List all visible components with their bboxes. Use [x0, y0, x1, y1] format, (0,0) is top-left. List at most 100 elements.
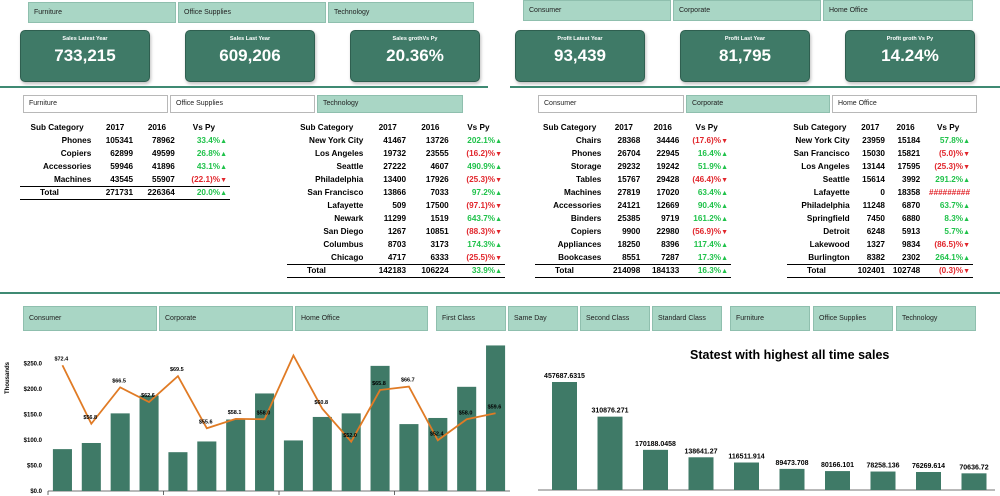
kpi-value: 81,795	[719, 46, 771, 65]
year-value: 78962	[152, 136, 175, 145]
pivot-table-cities-sales: Sub Category 2017 2016 Vs Py New York City 41…	[287, 121, 505, 278]
slicer-segment-home-office[interactable]: Home Office	[295, 306, 428, 331]
table-row: San Francisco 15030 15821 (5.0)%	[787, 147, 973, 160]
table-header-row: Sub Category 2017 2016 Vs Py	[287, 121, 505, 134]
year-value: 0	[880, 188, 885, 197]
vs-py-value: 291.2%	[923, 173, 973, 186]
row-label: Los Angeles	[314, 149, 364, 158]
year-value: 41467	[383, 136, 407, 145]
year-value: 15821	[897, 149, 921, 158]
slicer-ship-second-class[interactable]: Second Class	[580, 306, 650, 331]
vs-py-value: 20.0%	[177, 185, 230, 200]
year-value: 142183	[366, 263, 410, 278]
vs-py-value: 643.7%	[452, 212, 505, 225]
year-value: 43545	[110, 174, 134, 184]
year-value: 271731	[94, 185, 137, 200]
slicer-product-office-supplies[interactable]: Office Supplies	[170, 95, 315, 113]
slicer-product-office-supplies[interactable]: Office Supplies	[813, 306, 893, 331]
year-value: 6333	[430, 252, 449, 262]
slicer-ship-standard-class[interactable]: Standard Class	[652, 306, 722, 331]
row-label: San Diego	[323, 227, 364, 236]
kpi-profit-last-year: Profit Last Year 81,795	[680, 30, 810, 82]
year-value: 15614	[862, 175, 885, 184]
table-total-row: Total 102401 102748 (0.3)%	[787, 263, 973, 278]
vs-py-value: 490.9%	[452, 160, 505, 173]
slicer-segment-corporate[interactable]: Corporate	[673, 0, 821, 21]
row-label: Burlington	[808, 252, 850, 262]
row-label: San Francisco	[793, 149, 850, 158]
bar-value-label: 80166.101	[821, 462, 854, 469]
slicer-product-technology[interactable]: Technology	[328, 2, 474, 23]
slicer-segment-home-office[interactable]: Home Office	[832, 95, 977, 113]
table-header-row: Sub Category 2017 2016 Vs Py	[535, 121, 731, 134]
year-value: 6248	[866, 227, 885, 236]
kpi-label: Profit groth Vs Py	[886, 36, 934, 42]
bar	[486, 345, 506, 491]
line-data-label: $58.1	[228, 410, 242, 416]
slicer-product-furniture[interactable]: Furniture	[28, 2, 176, 23]
column-header: 2017	[378, 123, 397, 132]
table-row: Copiers 62899 49599 26.8%	[20, 147, 230, 160]
bar-value-label: 138641.27	[684, 448, 717, 455]
line-data-label: $65.8	[372, 381, 386, 387]
table-row: Lafayette 509 17500 (97.1)%	[287, 199, 505, 212]
row-label: Total	[287, 263, 367, 278]
bar	[312, 416, 332, 491]
y-tick-label: $200.0	[24, 387, 43, 393]
year-value: 17500	[425, 201, 449, 210]
row-label: Lafayette	[813, 188, 850, 197]
slicer-ship-first-class[interactable]: First Class	[436, 306, 506, 331]
slicer-segment-consumer[interactable]: Consumer	[538, 95, 684, 113]
bar	[597, 416, 623, 490]
bar	[110, 413, 130, 491]
row-label: Accessories	[43, 162, 92, 171]
year-value: 1327	[866, 240, 885, 249]
sales-trend-chart: Thousands $0.0 $50.0 $100.0 $150.0 $200.0 $250…	[5, 345, 510, 495]
slicer-product-technology[interactable]: Technology	[317, 95, 463, 113]
column-header: 2016	[653, 123, 672, 132]
row-label: New York City	[795, 136, 850, 145]
slicer-segment-corporate[interactable]: Corporate	[686, 95, 830, 113]
line-data-label: $66.7	[401, 378, 415, 384]
row-label: Storage	[570, 162, 602, 171]
row-label: Philadelphia	[801, 201, 850, 210]
table-row: Chicago 4717 6333 (25.5)%	[287, 251, 505, 264]
column-header: 2017	[614, 123, 633, 132]
slicer-ship-same-day[interactable]: Same Day	[508, 306, 578, 331]
column-header: Sub Category	[300, 123, 354, 132]
year-value: 9900	[622, 227, 641, 236]
kpi-value: 93,439	[554, 46, 606, 65]
year-value: 28368	[617, 136, 641, 145]
column-header: Sub Category	[793, 123, 847, 132]
bar	[139, 395, 159, 491]
row-label: Copiers	[570, 227, 602, 236]
y-axis-label: Thousands	[5, 361, 11, 394]
slicer-segment-corporate[interactable]: Corporate	[159, 306, 293, 331]
table-row: Storage 29232 19242 51.9%	[535, 160, 731, 173]
year-value: 8396	[661, 240, 680, 249]
slicer-product-furniture[interactable]: Furniture	[23, 95, 168, 113]
vs-py-value: 117.4%	[682, 238, 731, 251]
table-row: Burlington 8382 2302 264.1%	[787, 251, 973, 264]
year-value: 226364	[136, 185, 178, 200]
row-label: Phones	[571, 149, 602, 158]
slicer-segment-home-office[interactable]: Home Office	[823, 0, 973, 21]
section-divider	[0, 292, 1000, 294]
vs-py-value: 51.9%	[682, 160, 731, 173]
bar-value-label: 310876.271	[592, 408, 629, 415]
slicer-product-office-supplies[interactable]: Office Supplies	[178, 2, 326, 23]
slicer-segment-consumer[interactable]: Consumer	[23, 306, 157, 331]
column-header: Sub Category	[543, 123, 597, 132]
vs-py-value: (22.1)%	[178, 173, 230, 186]
vs-py-value: 90.4%	[682, 199, 731, 212]
slicer-product-technology[interactable]: Technology	[896, 306, 976, 331]
slicer-segment-consumer[interactable]: Consumer	[523, 0, 671, 21]
year-value: 1519	[430, 214, 449, 223]
year-value: 41896	[152, 162, 175, 171]
slicer-product-furniture[interactable]: Furniture	[730, 306, 810, 331]
line-data-label: $52.4	[430, 431, 445, 437]
year-value: 11248	[862, 201, 885, 210]
vs-py-value: 264.1%	[923, 251, 973, 264]
year-value: 15184	[897, 136, 921, 145]
row-label: Seattle	[336, 162, 364, 171]
